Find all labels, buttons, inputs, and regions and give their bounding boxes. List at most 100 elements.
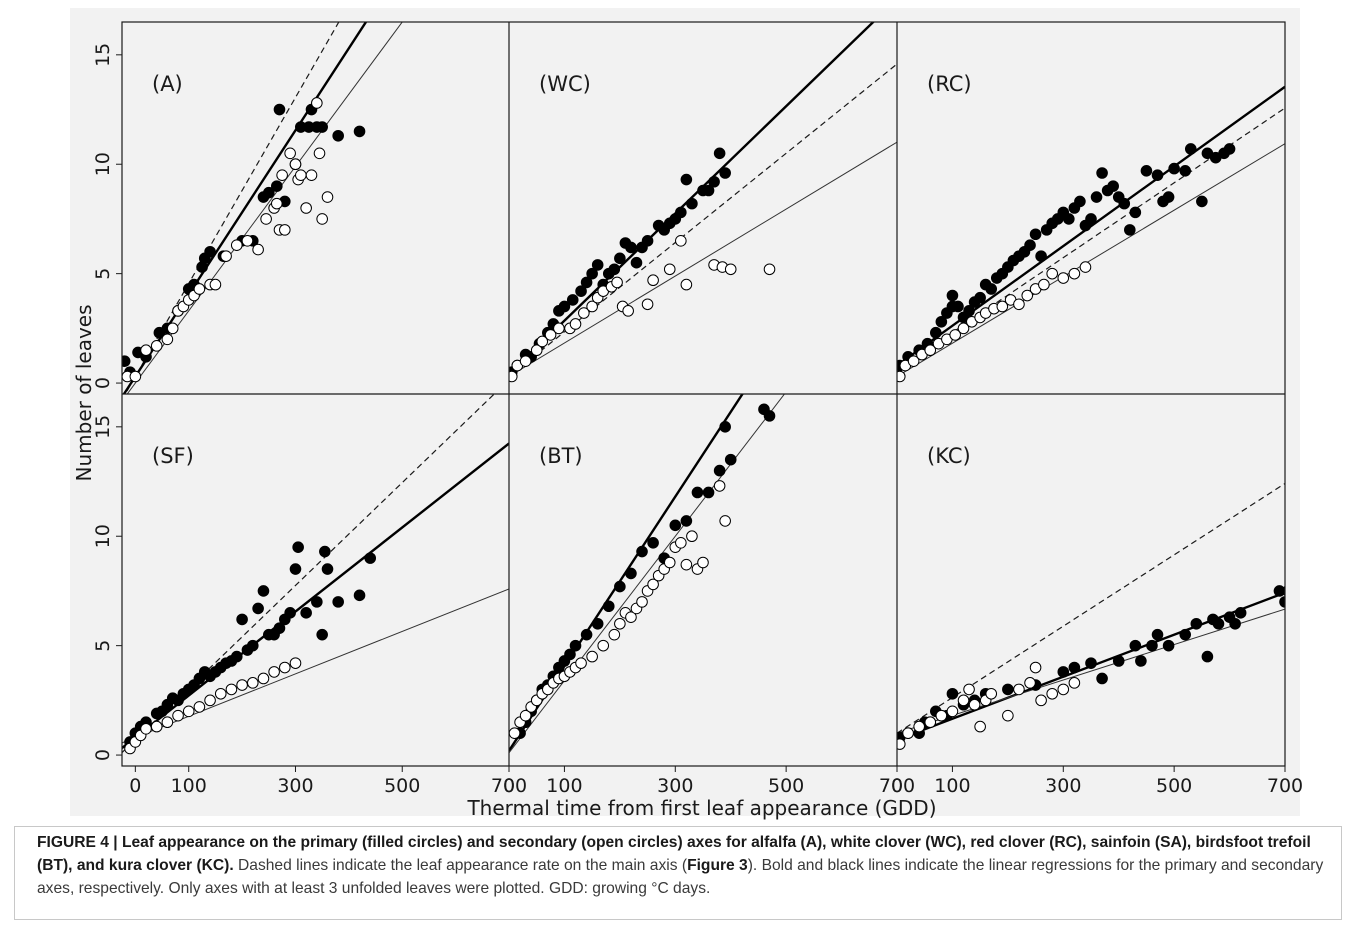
secondary-axis-point	[161, 716, 174, 729]
secondary-axis-point	[230, 239, 243, 251]
plot-background-area	[70, 8, 1300, 816]
primary-axis-point	[321, 563, 334, 575]
secondary-axis-point	[172, 709, 184, 722]
y-tick-label: 5	[92, 640, 114, 652]
primary-axis-point	[230, 650, 243, 663]
primary-axis-point	[608, 263, 621, 276]
primary-axis-point	[1281, 585, 1285, 597]
primary-axis-point	[1096, 672, 1108, 685]
primary-axis-point	[353, 125, 366, 138]
secondary-axis-point	[625, 611, 637, 624]
primary-axis-point	[1002, 683, 1014, 696]
secondary-axis-point	[279, 661, 291, 674]
secondary-axis-point	[225, 683, 238, 696]
primary-axis-point	[580, 628, 593, 641]
secondary-axis-point	[647, 578, 659, 591]
secondary-axis-point	[214, 687, 227, 700]
secondary-axis-point	[907, 355, 920, 367]
secondary-axis-point	[536, 335, 549, 348]
secondary-axis-point	[608, 628, 621, 641]
caption-lead: FIGURE 4 | Leaf appearance on the primar…	[37, 834, 1311, 874]
primary-axis-point	[680, 515, 693, 527]
primary-axis-point	[1096, 167, 1108, 179]
secondary-axis-point	[252, 243, 264, 256]
secondary-axis-point	[924, 344, 937, 357]
x-tick-label: 100	[934, 775, 970, 797]
x-tick-label: 500	[768, 775, 804, 797]
secondary-axis-point	[902, 727, 914, 739]
primary-axis-point	[930, 326, 942, 339]
panel-a: (A)	[122, 22, 403, 394]
secondary-axis-point	[236, 679, 248, 691]
secondary-axis-point	[897, 738, 906, 750]
primary-axis-point	[1135, 655, 1147, 667]
y-tick-label: 10	[92, 152, 114, 176]
primary-axis-point	[1179, 628, 1192, 641]
primary-axis-point	[641, 235, 654, 247]
primary-axis-point	[1190, 617, 1203, 630]
secondary-regression-line	[122, 588, 509, 744]
primary-axis-point	[669, 519, 682, 532]
primary-axis-point	[564, 648, 576, 661]
secondary-axis-point	[1068, 267, 1081, 280]
primary-axis-point	[1201, 650, 1214, 663]
primary-axis-point	[763, 410, 776, 422]
panel-sf: (SF)	[122, 394, 509, 755]
secondary-axis-point	[719, 515, 731, 527]
primary-axis-point	[691, 486, 704, 499]
secondary-axis-point	[276, 169, 288, 181]
primary-axis-point	[1151, 628, 1164, 641]
primary-axis-point	[1074, 195, 1086, 208]
secondary-axis-point	[1057, 683, 1070, 696]
primary-axis-point	[575, 285, 587, 297]
secondary-axis-point	[209, 278, 222, 291]
primary-axis-point	[1229, 617, 1241, 630]
secondary-axis-point	[686, 530, 698, 543]
primary-axis-point	[719, 167, 731, 179]
panel-label: (BT)	[539, 444, 583, 468]
panel-rc: (RC)	[897, 72, 1285, 383]
primary-axis-point	[1107, 180, 1119, 192]
secondary-regression-line	[897, 608, 1285, 734]
caption-body-2: ). Bold and black lines indicate the lin…	[37, 857, 1324, 897]
secondary-axis-point	[530, 344, 543, 357]
primary-axis-point	[1223, 143, 1236, 155]
primary-axis-point	[273, 622, 286, 634]
primary-axis-point	[1024, 239, 1036, 251]
primary-axis-point	[273, 103, 286, 116]
primary-axis-point	[1179, 165, 1192, 177]
secondary-axis-point	[957, 694, 970, 707]
secondary-axis-point	[974, 720, 986, 733]
primary-axis-point	[952, 300, 964, 313]
y-tick-label: 0	[92, 749, 114, 761]
primary-axis-point	[1162, 639, 1175, 652]
secondary-axis-point	[182, 705, 195, 718]
secondary-axis-point	[913, 720, 925, 733]
primary-axis-point	[724, 453, 737, 466]
primary-axis-point	[1129, 639, 1142, 652]
primary-axis-point	[1168, 162, 1180, 175]
primary-axis-point	[963, 305, 975, 317]
primary-axis-point	[708, 175, 720, 188]
primary-axis-point	[1151, 169, 1164, 181]
primary-axis-point	[602, 600, 615, 613]
secondary-axis-point	[509, 370, 518, 383]
secondary-axis-point	[946, 705, 959, 718]
secondary-axis-point	[1079, 261, 1092, 273]
primary-axis-point	[332, 129, 344, 142]
primary-axis-point	[319, 545, 331, 558]
secondary-axis-point	[313, 147, 326, 160]
primary-axis-point	[236, 613, 248, 626]
secondary-axis-point	[675, 235, 687, 247]
primary-axis-point	[1057, 666, 1070, 678]
primary-axis-point	[252, 602, 264, 615]
primary-axis-point	[1124, 224, 1136, 236]
panel-wc: (WC)	[509, 22, 897, 383]
secondary-axis-point	[204, 694, 216, 707]
primary-axis-point	[569, 639, 582, 652]
figure-3-link[interactable]: Figure 3	[687, 857, 748, 874]
secondary-axis-point	[1038, 278, 1050, 291]
secondary-axis-point	[680, 278, 693, 291]
secondary-axis-point	[321, 191, 334, 203]
primary-axis-point	[935, 315, 948, 328]
